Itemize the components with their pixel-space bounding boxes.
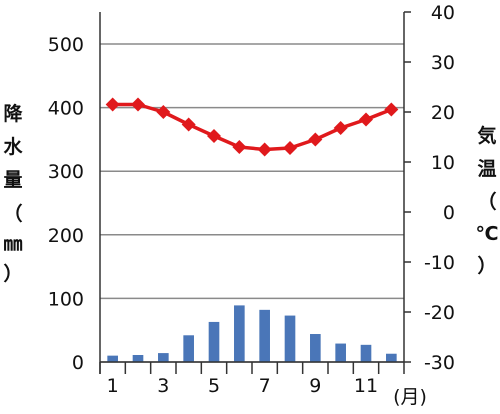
left-tick-label: 300 xyxy=(48,161,84,183)
right-axis-label-char: ） xyxy=(477,254,496,277)
left-tick-label: 0 xyxy=(72,352,84,374)
temperature-point xyxy=(384,102,399,117)
temperature-point xyxy=(131,97,145,112)
precipitation-bar xyxy=(132,355,144,362)
left-axis-label-char: ） xyxy=(3,262,22,285)
left-tick-label: 100 xyxy=(48,288,84,310)
precipitation-bar xyxy=(158,353,169,362)
right-tick-label: -20 xyxy=(424,302,455,324)
temperature-point xyxy=(359,112,373,127)
grid-lines xyxy=(100,43,404,363)
right-tick-label: -10 xyxy=(424,252,455,274)
precipitation-bar xyxy=(310,334,321,362)
x-tick-label: 5 xyxy=(208,375,220,397)
right-axis-label-char: （ xyxy=(477,190,496,213)
precipitation-bar xyxy=(259,309,270,362)
x-unit-label: (月) xyxy=(393,386,427,408)
axes xyxy=(99,11,411,374)
temperature-line xyxy=(112,102,392,152)
precipitation-bar xyxy=(234,305,245,362)
temperature-point xyxy=(156,105,171,119)
precipitation-bar xyxy=(386,353,397,362)
right-tick-label: 0 xyxy=(443,202,455,224)
x-tick-label: 7 xyxy=(259,375,271,397)
right-tick-label: 30 xyxy=(431,52,455,74)
temperature-point xyxy=(105,97,120,112)
temperature-series xyxy=(105,97,399,157)
x-tick-label: 3 xyxy=(157,375,169,397)
left-tick-label: 200 xyxy=(48,225,84,247)
precipitation-bar xyxy=(284,315,296,362)
temperature-point xyxy=(257,142,272,157)
right-axis-label-char: ℃ xyxy=(475,223,498,245)
temperature-point xyxy=(283,141,297,155)
left-axis-label-char: 降 xyxy=(3,102,23,125)
left-axis-label-char: ㎜ xyxy=(3,233,22,255)
temperature-point xyxy=(181,117,196,132)
temperature-point xyxy=(232,140,247,154)
precipitation-bar xyxy=(360,344,372,362)
precipitation-bar xyxy=(183,335,194,362)
right-axis-label-char: 気 xyxy=(477,124,496,147)
right-tick-label: 10 xyxy=(431,152,455,174)
right-axis-label-char: 温 xyxy=(477,158,496,180)
right-tick-label: 20 xyxy=(431,102,455,124)
temperature-point xyxy=(207,129,221,143)
left-axis-label-char: 量 xyxy=(3,169,22,191)
temperature-point xyxy=(308,132,323,147)
x-tick-label: 11 xyxy=(354,375,378,397)
precipitation-bar xyxy=(208,321,220,362)
right-tick-label: 40 xyxy=(431,2,455,24)
precipitation-bar xyxy=(335,343,346,362)
left-tick-label: 400 xyxy=(48,98,84,120)
tick-labels: 0 100 200 300 400 500 -30 -20 -10 0 10 20 30 40 1 3 5 7 9 1… xyxy=(3,2,498,408)
temperature-point xyxy=(333,121,348,135)
precipitation-bars xyxy=(107,305,397,362)
x-tick-label: 9 xyxy=(309,375,321,397)
x-tick-label: 1 xyxy=(107,375,119,397)
left-axis-label-char: （ xyxy=(3,202,22,225)
left-axis-label-char: 水 xyxy=(3,136,23,158)
right-tick-label: -30 xyxy=(424,352,455,374)
left-tick-label: 500 xyxy=(48,34,84,56)
precipitation-bar xyxy=(107,355,118,362)
